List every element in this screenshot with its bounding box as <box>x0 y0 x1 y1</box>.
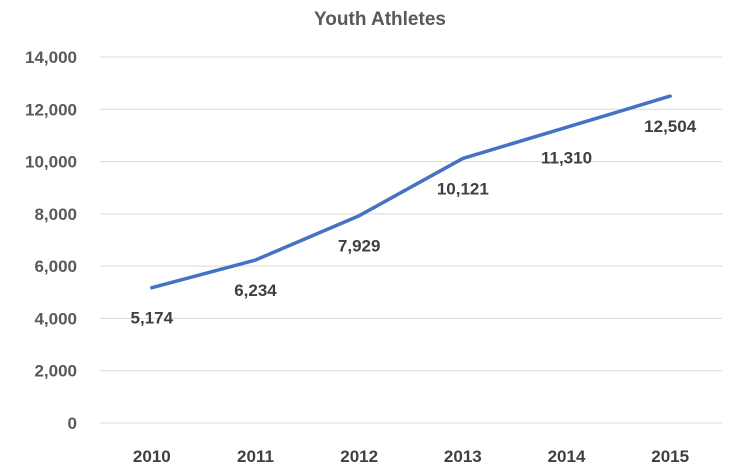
x-axis-ticks: 2010 2011 2012 2013 2014 2015 <box>133 447 689 466</box>
data-labels: 5,174 6,234 7,929 10,121 11,310 12,504 <box>131 117 697 328</box>
y-axis-ticks: 0 2,000 4,000 6,000 8,000 10,000 12,000 14,000 <box>25 48 77 433</box>
y-tick-label: 2,000 <box>34 362 77 381</box>
gridlines <box>100 56 722 424</box>
y-tick-label: 10,000 <box>25 153 77 172</box>
series-line-group <box>150 94 672 290</box>
y-tick-label: 6,000 <box>34 257 77 276</box>
data-label: 12,504 <box>644 117 697 136</box>
data-label: 6,234 <box>234 281 277 300</box>
x-tick-label: 2014 <box>548 447 586 466</box>
x-tick-label: 2010 <box>133 447 171 466</box>
y-tick-label: 14,000 <box>25 48 77 67</box>
x-tick-label: 2012 <box>340 447 378 466</box>
y-tick-label: 12,000 <box>25 100 77 119</box>
x-tick-label: 2011 <box>237 447 274 466</box>
data-label: 10,121 <box>437 179 489 198</box>
y-tick-label: 4,000 <box>34 309 77 328</box>
x-tick-label: 2015 <box>651 447 689 466</box>
data-label: 11,310 <box>541 148 592 167</box>
x-tick-label: 2013 <box>444 447 482 466</box>
data-label: 7,929 <box>338 237 381 256</box>
y-tick-label: 0 <box>68 414 77 433</box>
series-line <box>150 94 672 290</box>
chart-title: Youth Athletes <box>314 9 446 30</box>
data-label: 5,174 <box>131 309 174 328</box>
y-tick-label: 8,000 <box>34 205 77 224</box>
